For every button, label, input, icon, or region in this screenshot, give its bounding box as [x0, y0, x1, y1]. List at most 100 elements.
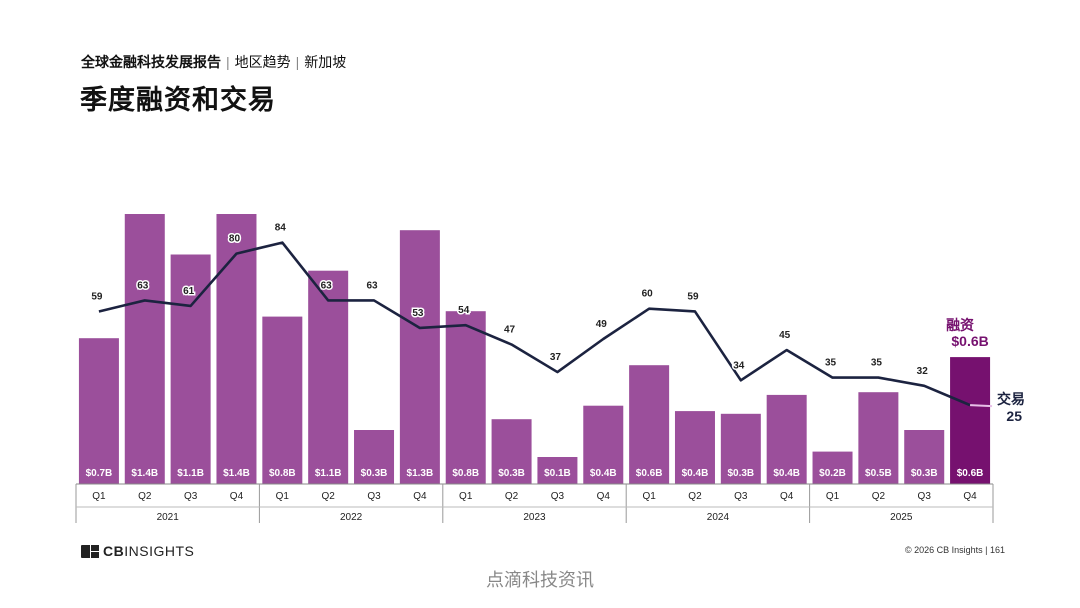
page-title: 季度融资和交易	[80, 85, 276, 115]
quarter-tick-label: Q2	[505, 491, 519, 502]
deals-line	[98, 241, 971, 407]
region-name: 新加坡	[304, 54, 347, 70]
year-tick-label: 2025	[890, 512, 913, 523]
watermark-text: 点滴科技资讯	[486, 570, 594, 590]
funding-bar	[629, 365, 670, 484]
deals-data-label: 59	[91, 291, 103, 302]
funding-bar-label: $1.1B	[177, 468, 204, 479]
deals-data-label: 84	[275, 223, 287, 234]
quarter-tick-label: Q1	[642, 491, 656, 502]
logo-text-cb: CB	[103, 543, 125, 559]
funding-bar	[170, 254, 211, 484]
funding-bar-label: $0.6B	[636, 468, 663, 479]
deals-callout-value: 25	[1006, 408, 1022, 424]
quarter-tick-label: Q3	[184, 491, 198, 502]
year-tick-label: 2024	[707, 512, 730, 523]
funding-bar-label: $0.7B	[86, 468, 113, 479]
funding-bar-label: $1.4B	[223, 468, 250, 479]
deals-data-label: 59	[687, 291, 699, 302]
quarter-tick-label: Q4	[780, 491, 794, 502]
deals-callout-leader	[970, 404, 993, 408]
funding-bar	[674, 411, 715, 484]
funding-bar	[812, 451, 853, 484]
funding-callout-value: $0.6B	[951, 333, 988, 349]
funding-bar-label: $0.4B	[773, 468, 800, 479]
funding-bar	[858, 392, 899, 484]
funding-bar-label: $1.1B	[315, 468, 342, 479]
deals-data-label: 37	[550, 352, 562, 363]
deals-data-label: 32	[917, 366, 929, 377]
quarter-tick-label: Q1	[276, 491, 290, 502]
year-tick-label: 2022	[340, 512, 363, 523]
section-name: 地区趋势	[234, 54, 291, 70]
breadcrumb-separator: |	[295, 54, 300, 70]
funding-bar	[904, 430, 945, 484]
year-tick-label: 2023	[523, 512, 546, 523]
deals-data-label: 34	[733, 360, 745, 371]
deals-data-label: 80	[229, 234, 241, 245]
logo-text-insights: INSIGHTS	[124, 543, 195, 559]
quarter-tick-label: Q2	[322, 491, 336, 502]
funding-bar	[445, 311, 486, 484]
cb-logo-icon	[81, 544, 99, 558]
year-tick-label: 2021	[157, 512, 180, 523]
copyright-text: © 2026 CB Insights | 161	[904, 545, 1005, 555]
funding-bar-label: $0.4B	[590, 468, 617, 479]
quarter-tick-label: Q2	[872, 491, 886, 502]
funding-bar-label: $0.4B	[682, 468, 709, 479]
deals-data-label: 63	[321, 280, 333, 291]
funding-bar-label: $0.2B	[819, 468, 846, 479]
funding-bar	[216, 214, 257, 484]
quarter-tick-label: Q3	[918, 491, 932, 502]
deals-data-label: 35	[871, 358, 883, 369]
funding-bar-label: $0.8B	[269, 468, 296, 479]
funding-bar	[720, 413, 761, 484]
funding-bar	[262, 316, 303, 484]
report-name: 全球金融科技发展报告	[81, 54, 221, 70]
report-breadcrumb: 全球金融科技发展报告 | 地区趋势 | 新加坡	[81, 52, 346, 72]
quarter-tick-label: Q3	[734, 491, 748, 502]
deals-data-label: 53	[412, 308, 424, 319]
funding-bar	[766, 394, 807, 484]
deals-data-label: 47	[504, 325, 516, 336]
funding-bar-label: $0.3B	[361, 468, 388, 479]
quarter-tick-label: Q1	[459, 491, 473, 502]
funding-bar	[537, 457, 578, 484]
deals-data-label: 35	[825, 358, 837, 369]
deals-data-label: 63	[366, 280, 378, 291]
funding-bar-label: $0.3B	[498, 468, 525, 479]
deals-data-label: 60	[642, 289, 654, 300]
funding-bar	[491, 419, 532, 484]
deals-data-label: 45	[779, 330, 791, 341]
quarter-tick-label: Q1	[826, 491, 840, 502]
cb-insights-logo: CB INSIGHTS	[81, 543, 194, 559]
funding-bar-label: $0.3B	[911, 468, 938, 479]
funding-bar	[354, 430, 395, 484]
funding-bar	[399, 230, 440, 484]
funding-bar	[124, 214, 165, 484]
funding-bar-label: $0.8B	[452, 468, 479, 479]
funding-callout-label: 融资	[946, 317, 974, 333]
funding-bar	[950, 357, 991, 484]
funding-bar-label: $0.6B	[957, 468, 984, 479]
quarter-tick-label: Q4	[963, 491, 977, 502]
funding-bar-label: $0.1B	[544, 468, 571, 479]
deals-data-label: 63	[137, 280, 149, 291]
quarter-tick-label: Q4	[597, 491, 611, 502]
deals-data-label: 61	[183, 286, 195, 297]
quarter-tick-label: Q4	[230, 491, 244, 502]
funding-bar	[583, 405, 624, 484]
funding-bar-label: $0.5B	[865, 468, 892, 479]
quarter-tick-label: Q4	[413, 491, 427, 502]
breadcrumb-separator: |	[226, 54, 230, 70]
quarter-tick-label: Q3	[367, 491, 381, 502]
quarter-tick-label: Q3	[551, 491, 565, 502]
funding-bar	[78, 338, 119, 484]
deals-data-label: 49	[596, 319, 608, 330]
quarter-tick-label: Q2	[138, 491, 152, 502]
deals-callout-label: 交易	[997, 391, 1025, 407]
funding-bar	[308, 270, 349, 484]
funding-bar-label: $1.3B	[407, 468, 434, 479]
funding-bar-label: $0.3B	[727, 468, 754, 479]
